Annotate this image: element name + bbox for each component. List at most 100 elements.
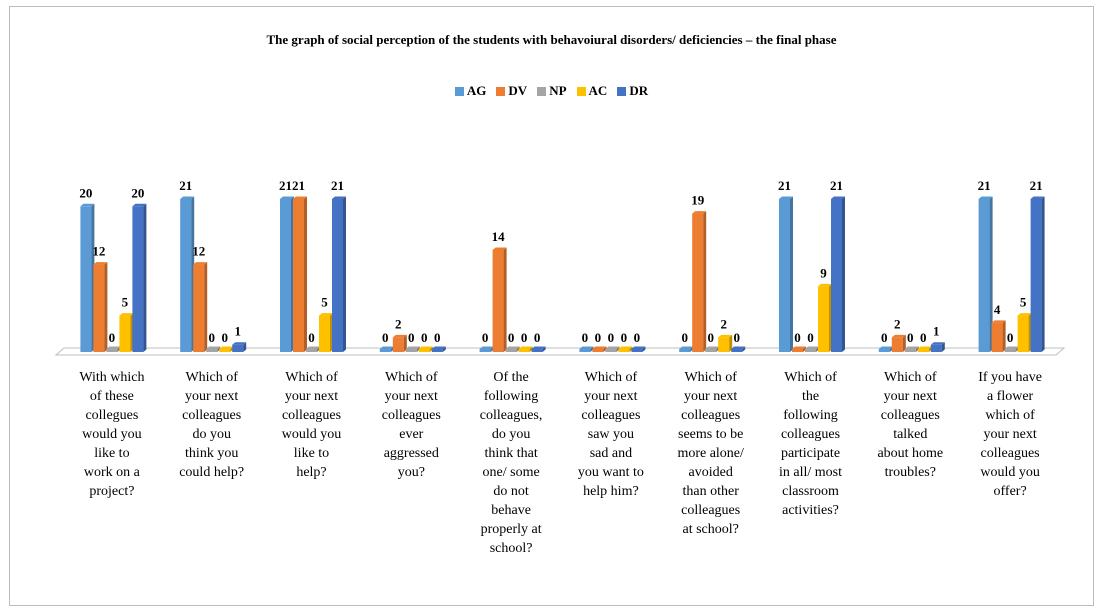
category-label-line: talked xyxy=(863,425,957,444)
data-label: 19 xyxy=(691,193,705,208)
bar-ac xyxy=(219,347,233,353)
data-label: 1 xyxy=(933,324,940,339)
category-label-line: than other xyxy=(664,482,758,501)
bar-dv xyxy=(293,197,307,353)
category-label-line: colleagues xyxy=(664,501,758,520)
category-label-line: colleagues, xyxy=(464,406,558,425)
data-label: 0 xyxy=(534,330,541,345)
data-label: 20 xyxy=(79,185,92,200)
category-label-line: like to xyxy=(265,444,359,463)
data-label: 9 xyxy=(820,265,827,280)
bar-ag xyxy=(779,197,793,353)
bar-side xyxy=(842,197,845,353)
category-label-line: could help? xyxy=(165,463,259,482)
category-label-line: project? xyxy=(65,482,159,501)
category-label-line: would you xyxy=(265,425,359,444)
bar-side xyxy=(790,197,793,353)
bar-front xyxy=(493,250,504,352)
category-label: Which of your next colleagues would you like… xyxy=(265,368,359,482)
bar-dr xyxy=(332,197,346,353)
data-label: 0 xyxy=(595,330,602,345)
data-label: 0 xyxy=(308,330,315,345)
bar-ac xyxy=(718,335,732,352)
bar-np xyxy=(705,347,719,353)
bar-front xyxy=(232,345,243,352)
data-label: 21 xyxy=(179,178,192,193)
bar-front xyxy=(106,349,117,352)
category-label-line: colleagues xyxy=(364,406,458,425)
category-label-line: at school? xyxy=(664,520,758,539)
bar-front xyxy=(1031,199,1042,352)
data-label: 14 xyxy=(492,229,506,244)
bar-dv xyxy=(393,335,407,352)
data-label: 21 xyxy=(830,178,843,193)
category-label-line: Which of xyxy=(664,368,758,387)
category-label-line: colleagues xyxy=(963,444,1057,463)
bar-dv xyxy=(193,262,207,352)
bar-side xyxy=(703,211,706,352)
bar-front xyxy=(631,349,642,352)
data-label: 21 xyxy=(978,178,991,193)
bar-side xyxy=(343,197,346,353)
bar-side xyxy=(1003,320,1006,352)
bar-front xyxy=(319,316,330,352)
category-label: Which of your next colleagues talked about h… xyxy=(863,368,957,482)
bar-ac xyxy=(618,347,632,353)
data-label: 5 xyxy=(122,295,129,310)
bar-ac xyxy=(419,347,433,353)
data-label: 4 xyxy=(994,302,1001,317)
bar-front xyxy=(718,337,729,352)
bar-front xyxy=(1018,316,1029,352)
category-label: Which of your next colleagues saw you sad an… xyxy=(564,368,658,501)
bar-front xyxy=(132,206,143,352)
data-label: 12 xyxy=(192,244,205,259)
bar-front xyxy=(332,199,343,352)
bar-dr xyxy=(731,347,745,353)
bar-dr xyxy=(631,347,645,353)
category-label-line: following xyxy=(464,387,558,406)
category-label-line: of these xyxy=(65,387,159,406)
bar-ag xyxy=(879,347,893,353)
data-label: 0 xyxy=(794,330,801,345)
category-label-line: colleagues xyxy=(764,425,858,444)
category-label-line: more alone/ xyxy=(664,444,758,463)
bar-dv xyxy=(992,320,1006,352)
data-label: 21 xyxy=(292,178,305,193)
bar-dv xyxy=(493,248,507,353)
category-label-line: would you xyxy=(963,463,1057,482)
bar-front xyxy=(93,265,104,352)
bar-front xyxy=(979,199,990,352)
category-label-line: With which xyxy=(65,368,159,387)
category-label-line: about home xyxy=(863,444,957,463)
bar-ag xyxy=(80,204,94,352)
category-label: Which of your next colleagues do you think y… xyxy=(165,368,259,482)
bar-front xyxy=(380,349,391,352)
category-label-line: like to xyxy=(65,444,159,463)
category-label-line: school? xyxy=(464,539,558,558)
data-label: 2 xyxy=(720,316,727,331)
category-label-line: help? xyxy=(265,463,359,482)
data-label: 0 xyxy=(208,330,215,345)
category-label-line: think you xyxy=(165,444,259,463)
category-label-line: behave xyxy=(464,501,558,520)
bar-front xyxy=(605,349,616,352)
data-label: 0 xyxy=(707,330,714,345)
bar-np xyxy=(1005,347,1019,353)
bar-np xyxy=(506,347,520,353)
data-label: 0 xyxy=(733,330,740,345)
bar-front xyxy=(119,316,130,352)
category-label-line: Of the xyxy=(464,368,558,387)
data-label: 0 xyxy=(608,330,615,345)
data-label: 0 xyxy=(508,330,515,345)
bar-dv xyxy=(892,335,906,352)
bar-dv xyxy=(93,262,107,352)
bar-side xyxy=(104,262,107,352)
data-label: 0 xyxy=(681,330,688,345)
bar-front xyxy=(193,265,204,352)
category-label-line: one/ some xyxy=(464,463,558,482)
bar-front xyxy=(931,345,942,352)
bar-dv xyxy=(692,211,706,352)
category-label-line: your next xyxy=(564,387,658,406)
data-label: 0 xyxy=(421,330,428,345)
data-label: 0 xyxy=(521,330,528,345)
